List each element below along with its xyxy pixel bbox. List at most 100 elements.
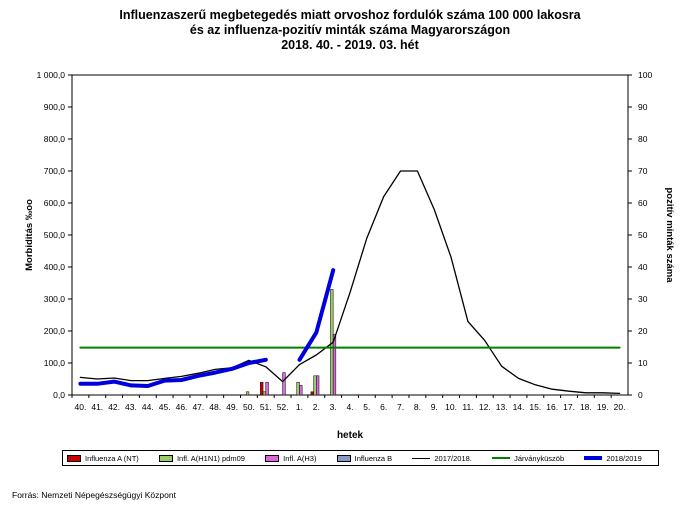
y2-tick-label: 30 bbox=[638, 294, 648, 304]
x-tick-label: 17. bbox=[563, 402, 575, 412]
x-tick-label: 16. bbox=[546, 402, 558, 412]
chart-title: Influenzaszerű megbetegedés miatt orvosh… bbox=[0, 8, 700, 53]
x-tick-label: 18. bbox=[580, 402, 592, 412]
bar bbox=[245, 391, 250, 396]
x-tick-label: 12. bbox=[479, 402, 491, 412]
y2-tick-label: 20 bbox=[638, 326, 648, 336]
bar bbox=[332, 333, 337, 396]
x-tick-label: 49. bbox=[226, 402, 238, 412]
legend-item-jarvanykuszob: Járványküszöb bbox=[488, 454, 580, 463]
legend-label: Influenza B bbox=[354, 453, 393, 463]
y2-tick-label: 10 bbox=[638, 358, 648, 368]
x-tick-label: 6. bbox=[380, 402, 387, 412]
chart-title-line-3: 2018. 40. - 2019. 03. hét bbox=[281, 38, 419, 52]
legend-item-2018-2019: 2018/2019 bbox=[580, 454, 658, 463]
y-tick-label: 400,0 bbox=[44, 262, 66, 272]
legend-label: Infl. A(H1N1) pdm09 bbox=[176, 453, 245, 463]
bar bbox=[260, 381, 264, 396]
legend-label: Járványküszöb bbox=[514, 453, 565, 463]
x-tick-label: 15. bbox=[529, 402, 541, 412]
y2-tick-label: 80 bbox=[638, 134, 648, 144]
y2-tick-label: 70 bbox=[638, 166, 648, 176]
chart-title-line-1: Influenzaszerű megbetegedés miatt orvosh… bbox=[119, 8, 581, 22]
x-axis-title: hetek bbox=[337, 430, 364, 441]
legend-item-2017-2018: 2017/2018. bbox=[408, 454, 488, 463]
legend-label: Influenza A (NT) bbox=[85, 453, 139, 463]
x-tick-label: 3. bbox=[330, 402, 337, 412]
x-tick-label: 47. bbox=[192, 402, 204, 412]
x-tick-label: 19. bbox=[597, 402, 609, 412]
y2-tick-label: 40 bbox=[638, 262, 648, 272]
y-axis-title: Morbiditás ‰oo bbox=[24, 199, 35, 271]
chart-title-line-2: és az influenza-pozitív minták száma Mag… bbox=[189, 23, 511, 37]
x-tick-label: 51. bbox=[260, 402, 272, 412]
series-line bbox=[78, 357, 268, 388]
chart-legend: Influenza A (NT) Infl. A(H1N1) pdm09 Inf… bbox=[62, 450, 659, 466]
y-tick-label: 700,0 bbox=[44, 166, 66, 176]
x-tick-label: 20. bbox=[614, 402, 626, 412]
x-tick-label: 46. bbox=[176, 402, 188, 412]
legend-label: 2018/2019 bbox=[606, 453, 642, 463]
legend-item-h1n1: Infl. A(H1N1) pdm09 bbox=[155, 454, 261, 463]
y2-tick-label: 0 bbox=[638, 390, 643, 400]
legend-line-2017-2018 bbox=[412, 457, 431, 459]
y-tick-label: 500,0 bbox=[44, 230, 66, 240]
y-tick-label: 100,0 bbox=[44, 358, 66, 368]
bar bbox=[282, 372, 286, 396]
x-tick-label: 10. bbox=[445, 402, 457, 412]
bar bbox=[262, 391, 267, 396]
x-tick-label: 8. bbox=[414, 402, 421, 412]
bar bbox=[265, 381, 269, 396]
bar bbox=[313, 375, 317, 396]
legend-item-influenza-b: Influenza B bbox=[333, 454, 409, 463]
legend-line-jarvanykuszob bbox=[492, 457, 511, 459]
bar bbox=[296, 381, 300, 396]
y-tick-label: 900,0 bbox=[44, 102, 66, 112]
legend-label: 2017/2018. bbox=[434, 453, 472, 463]
y2-tick-label: 60 bbox=[638, 198, 648, 208]
x-tick-label: 1. bbox=[296, 402, 303, 412]
x-tick-label: 45. bbox=[159, 402, 171, 412]
x-tick-label: 40. bbox=[75, 402, 87, 412]
y2-tick-label: 90 bbox=[638, 102, 648, 112]
y2-axis-title: pozitív minták száma bbox=[664, 187, 675, 283]
bar bbox=[310, 391, 314, 396]
bar bbox=[316, 375, 320, 396]
legend-line-2018-2019 bbox=[584, 456, 603, 460]
x-tick-label: 9. bbox=[431, 402, 438, 412]
legend-label: Infl. A(H3) bbox=[283, 453, 317, 463]
x-tick-label: 4. bbox=[346, 402, 353, 412]
x-tick-label: 2. bbox=[313, 402, 320, 412]
legend-swatch-influenza-b bbox=[336, 454, 351, 462]
x-tick-label: 41. bbox=[91, 402, 103, 412]
x-tick-label: 44. bbox=[142, 402, 154, 412]
legend-item-h3: Infl. A(H3) bbox=[261, 454, 333, 463]
y-tick-label: 300,0 bbox=[44, 294, 66, 304]
legend-swatch-influenza-a-nt bbox=[67, 454, 81, 462]
x-tick-label: 7. bbox=[397, 402, 404, 412]
series-line bbox=[79, 170, 621, 395]
legend-swatch-h1n1 bbox=[158, 454, 173, 462]
source-note: Forrás: Nemzeti Népegészségügyi Központ bbox=[12, 490, 176, 500]
y2-tick-label: 50 bbox=[638, 230, 648, 240]
x-tick-label: 13. bbox=[496, 402, 508, 412]
y-tick-label: 600,0 bbox=[44, 198, 66, 208]
x-tick-label: 11. bbox=[462, 402, 473, 412]
legend-item-influenza-a-nt: Influenza A (NT) bbox=[63, 454, 155, 463]
x-tick-label: 42. bbox=[108, 402, 120, 412]
x-tick-label: 5. bbox=[363, 402, 370, 412]
legend-swatch-h3 bbox=[265, 454, 280, 462]
bar bbox=[299, 385, 303, 396]
x-tick-label: 43. bbox=[125, 402, 137, 412]
x-tick-label: 14. bbox=[513, 402, 525, 412]
y-tick-label: 800,0 bbox=[44, 134, 66, 144]
y-tick-label: 200,0 bbox=[44, 326, 66, 336]
x-tick-label: 48. bbox=[209, 402, 221, 412]
y-tick-label: 1 000,0 bbox=[37, 70, 66, 80]
x-tick-label: 52. bbox=[277, 402, 289, 412]
y-tick-label: 0,0 bbox=[53, 390, 65, 400]
series-line bbox=[297, 268, 336, 362]
y2-tick-label: 100 bbox=[638, 70, 652, 80]
x-tick-label: 50. bbox=[243, 402, 255, 412]
